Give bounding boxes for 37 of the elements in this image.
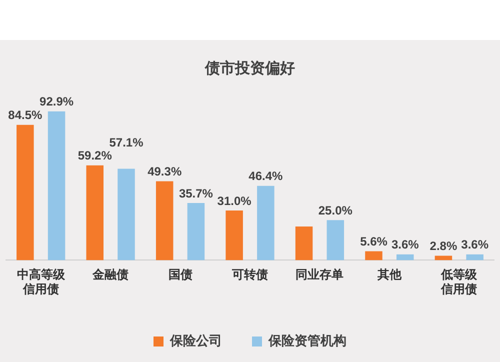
x-tick-label: 其他	[376, 268, 402, 282]
bar	[16, 124, 34, 260]
chart-title: 债市投资偏好	[204, 58, 295, 77]
data-label: 46.4%	[248, 169, 284, 184]
data-label: 35.7%	[178, 186, 214, 200]
bar	[48, 111, 66, 260]
x-tick-label: 同业存单	[296, 268, 344, 282]
bar	[156, 181, 174, 260]
x-tick-label: 金融债	[92, 268, 129, 282]
x-tick-label: 国债	[168, 268, 192, 282]
data-label: 5.6%	[360, 234, 388, 249]
bar	[86, 165, 104, 260]
x-tick-label: 可转债	[231, 268, 268, 282]
x-tick-label: 中高等级信用债	[16, 268, 66, 296]
bar	[434, 256, 452, 260]
x-tick-label: 低等级信用债	[440, 268, 478, 296]
legend-label: 保险资管机构	[268, 334, 346, 349]
bar	[326, 220, 344, 260]
data-label: 49.3%	[148, 164, 182, 179]
data-label: 31.0%	[217, 194, 252, 208]
data-label: 3.6%	[391, 238, 420, 252]
data-label: 2.8%	[430, 239, 458, 254]
bar	[187, 203, 205, 260]
bar	[295, 226, 313, 260]
data-label: 25.0%	[318, 203, 353, 218]
bar	[365, 251, 382, 260]
bar	[257, 186, 274, 260]
data-label: 57.1%	[109, 136, 144, 150]
bar	[226, 210, 243, 260]
data-label: 92.9%	[40, 94, 74, 109]
data-label: 84.5%	[8, 108, 43, 122]
bar	[396, 254, 414, 260]
data-label: 3.6%	[461, 238, 489, 252]
bar	[118, 168, 135, 260]
legend-label: 保险公司	[169, 334, 222, 349]
bar	[466, 254, 484, 260]
data-label: 59.2%	[78, 148, 112, 163]
